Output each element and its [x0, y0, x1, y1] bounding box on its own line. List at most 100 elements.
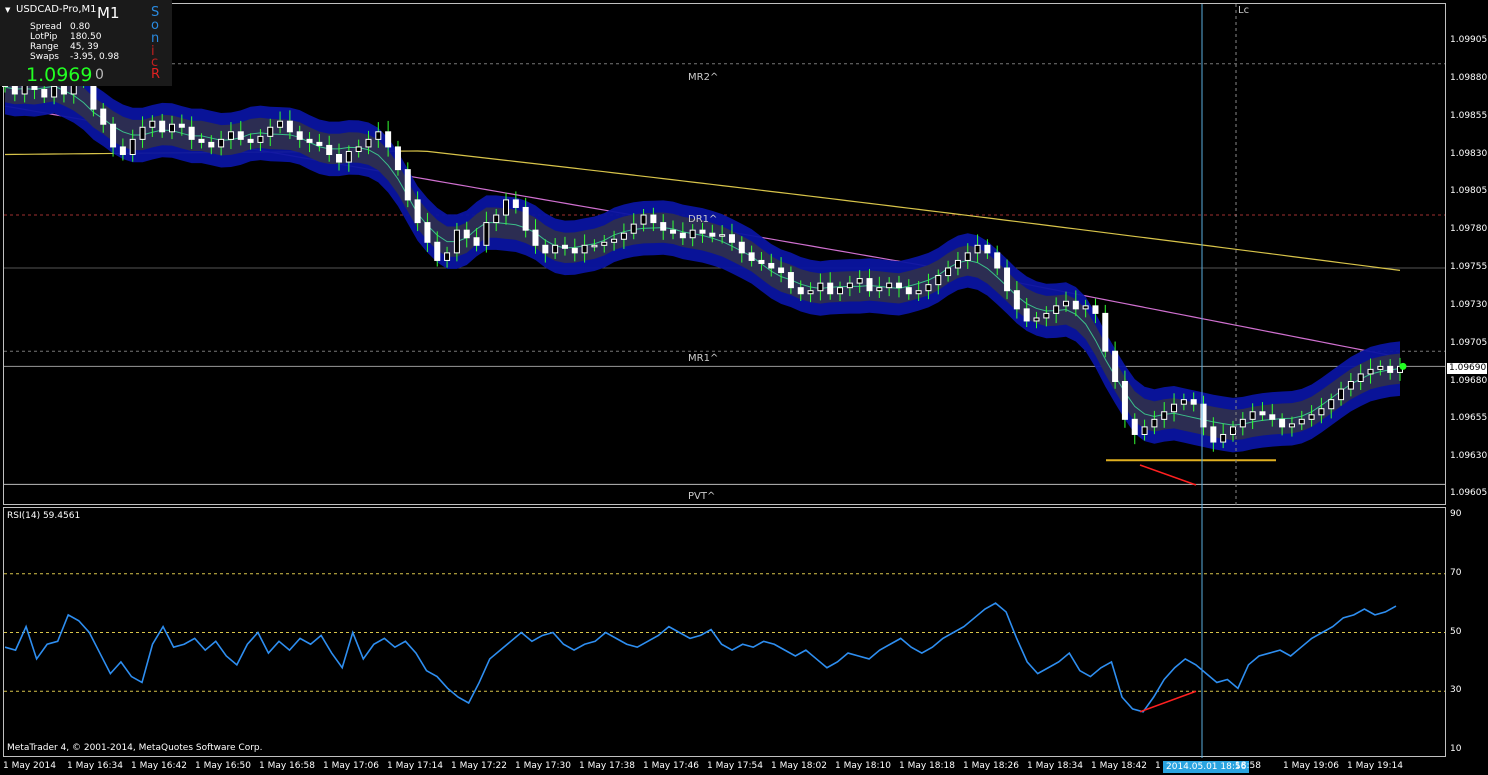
candle-body [552, 244, 559, 254]
candle-body [41, 88, 48, 98]
price-tick-label: 1.09680 [1450, 375, 1488, 386]
candle-body [1190, 399, 1197, 405]
candle-body [345, 150, 352, 163]
candle-body [1259, 411, 1266, 416]
candle-body [11, 85, 18, 95]
price-tick-label: 1.09780 [1450, 224, 1488, 235]
sonic-letter-r: R [151, 67, 161, 82]
level-label-lc: Lc [1238, 5, 1250, 16]
candle-body [277, 120, 284, 128]
candle-body [394, 146, 401, 171]
candle-body [198, 138, 205, 143]
candle-body [1200, 403, 1207, 428]
candle-body [660, 222, 667, 231]
candle-body [365, 138, 372, 148]
candle-body [591, 244, 598, 248]
level-label-mr2: MR2^ [688, 72, 719, 83]
time-tick-label: 1 May 17:22 [451, 761, 507, 771]
candle-body [286, 120, 293, 133]
candle-body [807, 290, 814, 295]
price-tick-label: 1.09855 [1450, 110, 1488, 121]
price-tick-label: 1.09755 [1450, 262, 1488, 272]
candle-body [1131, 418, 1138, 435]
candle-body [1279, 418, 1286, 428]
candle-body [1229, 426, 1236, 435]
candle-body [149, 120, 156, 128]
candle-body [208, 141, 215, 148]
level-label-dr1: DR1^ [688, 214, 718, 225]
bid-price-big: 1.0969 [26, 64, 93, 86]
time-tick-label: 1 May 17:14 [387, 761, 443, 771]
candle-body [1367, 368, 1374, 375]
rsi-tick-label: 90 [1450, 509, 1462, 519]
rsi-tick-label: 10 [1450, 744, 1462, 754]
candle-body [640, 214, 647, 225]
candle-body [768, 262, 775, 269]
candle-body [630, 223, 637, 234]
candle-body [414, 199, 421, 224]
current-price-tag: 1.09690 [1447, 363, 1487, 374]
band-outer [5, 58, 1400, 453]
candle-body [139, 126, 146, 140]
candle-body [1377, 365, 1384, 370]
sonic-letter-i: i [151, 44, 155, 59]
sonic-letter-o: o [151, 18, 159, 33]
candle-body [915, 290, 922, 295]
candle-body [532, 229, 539, 246]
candle-body [561, 244, 568, 249]
candle-body [1328, 399, 1335, 410]
candle-body [1082, 305, 1089, 310]
candle-body [473, 237, 480, 246]
candle-body [620, 232, 627, 240]
candle-body [247, 138, 254, 143]
candle-body [267, 126, 274, 137]
candle-body [1043, 312, 1050, 319]
candle-body [1308, 414, 1315, 420]
time-tick-label: 1 May 16:42 [131, 761, 187, 771]
candle-body [129, 138, 136, 156]
rsi-tick-label: 50 [1450, 626, 1462, 637]
candle-body [404, 169, 411, 201]
rsi-subwindow-frame[interactable] [3, 507, 1446, 757]
time-tick-label: 1 May 2014 [3, 761, 56, 771]
candle-body [1161, 411, 1168, 420]
candle-body [169, 123, 176, 133]
candle-body [385, 131, 392, 148]
candle-body [1171, 403, 1178, 413]
candle-body [355, 146, 362, 152]
candle-body [227, 131, 234, 140]
candle-body [1288, 423, 1295, 428]
candle-body [51, 85, 58, 98]
time-tick-label: 1 May 18:18 [899, 761, 955, 771]
candle-body [1298, 418, 1305, 425]
price-tick-label: 1.09630 [1450, 451, 1488, 462]
candle-body [954, 259, 961, 269]
time-tick-label: 1 May 16:34 [67, 761, 123, 771]
candle-body [1072, 300, 1079, 310]
candle-body [1141, 426, 1148, 435]
candle-body [1357, 373, 1364, 382]
candle-body [866, 278, 873, 292]
time-tick-label: 1 May 17:38 [579, 761, 635, 771]
time-tick-label: 1 May 16:50 [195, 761, 251, 771]
candle-body [945, 267, 952, 277]
candle-body [709, 232, 716, 237]
info-row-spread: Spread 0.80 [30, 22, 91, 32]
time-tick-label: 1 May 17:46 [643, 761, 699, 771]
rsi-tick-label: 70 [1450, 567, 1462, 578]
candle-body [925, 284, 932, 292]
candle-body [876, 287, 883, 292]
main-chart-frame[interactable] [3, 3, 1446, 505]
candle-body [1347, 381, 1354, 390]
info-row-lotpip: LotPip 180.50 [30, 32, 102, 42]
chart-menu-arrow-icon[interactable]: ▼ [5, 6, 11, 14]
candle-body [453, 229, 460, 254]
candle-body [1220, 433, 1227, 443]
candle-body [670, 229, 677, 234]
candle-body [935, 275, 942, 286]
time-tick-label: 18:58 [1235, 761, 1261, 771]
candle-body [856, 278, 863, 284]
symbol-title: USDCAD-Pro,M1 [16, 4, 97, 15]
candle-body [1112, 350, 1119, 383]
